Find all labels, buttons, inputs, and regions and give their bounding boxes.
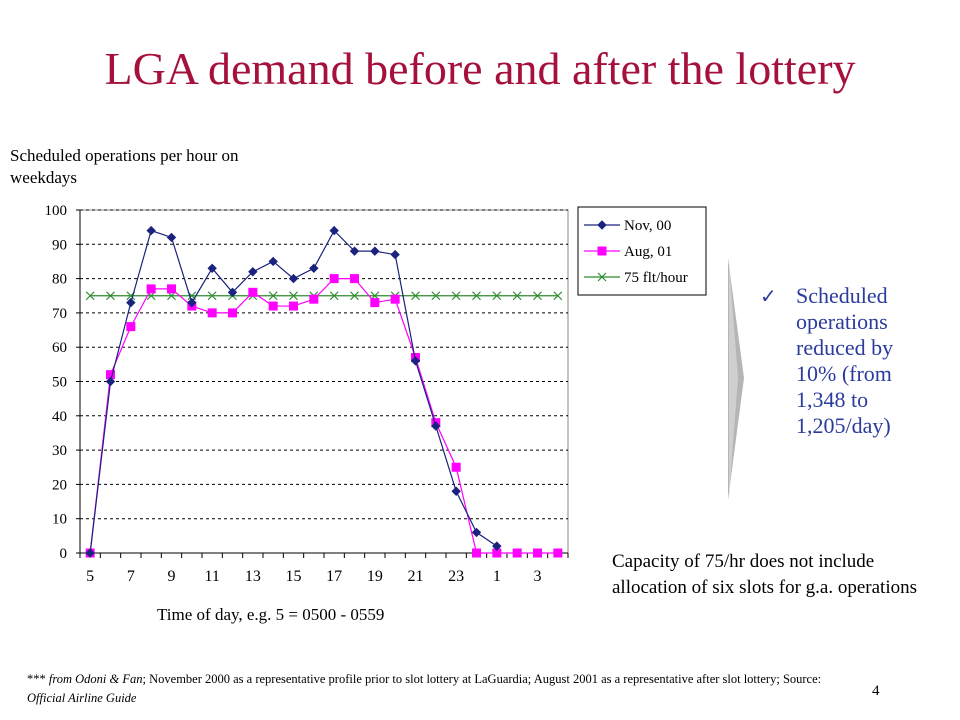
data-point xyxy=(431,291,441,301)
data-point xyxy=(512,291,522,301)
data-point xyxy=(451,462,461,472)
data-point xyxy=(370,298,380,308)
data-point xyxy=(309,263,319,274)
data-point xyxy=(329,225,339,236)
data-point xyxy=(472,548,481,558)
x-tick-label: 1 xyxy=(493,568,501,585)
data-point xyxy=(248,267,258,277)
y-tick-label: 0 xyxy=(60,546,68,562)
data-point xyxy=(410,356,421,366)
legend-entry: Nov, 00 xyxy=(624,218,671,234)
data-point xyxy=(350,291,359,301)
data-point xyxy=(350,274,359,284)
data-point xyxy=(85,548,95,558)
data-point xyxy=(472,291,481,301)
data-point xyxy=(329,291,339,301)
data-point xyxy=(411,291,420,301)
data-point xyxy=(126,297,136,308)
data-point xyxy=(268,291,278,301)
data-point xyxy=(451,291,461,301)
data-point xyxy=(471,527,482,538)
y-tick-label: 60 xyxy=(52,340,67,356)
data-point xyxy=(597,272,607,282)
data-point xyxy=(288,273,299,284)
x-tick-label: 3 xyxy=(534,568,542,585)
y-tick-label: 100 xyxy=(45,203,68,219)
data-point xyxy=(227,287,238,298)
data-point xyxy=(106,291,115,301)
data-point xyxy=(85,291,95,301)
plot-area xyxy=(79,209,569,554)
data-point xyxy=(533,291,542,301)
y-tick-label: 70 xyxy=(52,306,67,322)
data-point xyxy=(289,291,298,301)
summary-bullet: ✓ Scheduled operations reduced by 10% (f… xyxy=(760,283,930,439)
data-point xyxy=(329,274,339,284)
x-tick-label: 13 xyxy=(245,568,261,585)
data-point xyxy=(390,249,400,260)
data-point xyxy=(512,548,522,558)
y-tick-label: 40 xyxy=(52,409,67,425)
data-point xyxy=(492,291,502,301)
x-tick-label: 17 xyxy=(326,568,342,585)
data-point xyxy=(146,225,156,236)
data-point xyxy=(105,376,116,387)
slide-title: LGA demand before and after the lottery xyxy=(104,43,856,94)
x-tick-label: 23 xyxy=(448,568,464,585)
data-point xyxy=(207,308,217,318)
data-point xyxy=(268,301,278,311)
data-point xyxy=(431,421,441,431)
footnote: *** from Odoni & Fan; November 2000 as a… xyxy=(27,672,822,705)
x-tick-label: 9 xyxy=(168,568,176,585)
data-point xyxy=(268,256,278,267)
summary-text: Scheduled operations reduced by 10% (fro… xyxy=(796,283,894,438)
x-tick-label: 7 xyxy=(127,568,135,585)
data-point xyxy=(370,246,380,256)
data-point xyxy=(492,541,502,551)
data-point xyxy=(228,308,237,318)
data-point xyxy=(126,322,136,332)
data-point xyxy=(597,220,607,230)
data-point xyxy=(248,287,258,297)
y-axis-label: Scheduled operations per hour on weekday… xyxy=(10,146,239,187)
legend-entry: 75 flt/hour xyxy=(624,270,688,286)
x-tick-label: 11 xyxy=(204,568,219,585)
y-tick-label: 30 xyxy=(52,443,67,459)
data-point xyxy=(451,486,461,496)
y-tick-label: 90 xyxy=(52,237,67,253)
data-point xyxy=(390,294,400,304)
data-point xyxy=(533,548,542,558)
x-tick-label: 19 xyxy=(367,568,383,585)
x-axis-label: Time of day, e.g. 5 = 0500 - 0559 xyxy=(157,605,385,624)
y-tick-label: 80 xyxy=(52,272,67,288)
y-tick-label: 20 xyxy=(52,477,67,493)
x-tick-label: 5 xyxy=(86,568,94,585)
y-tick-label: 50 xyxy=(52,375,67,391)
y-tick-label: 10 xyxy=(52,512,67,528)
capacity-note: Capacity of 75/hr does not include alloc… xyxy=(612,551,917,598)
page-number: 4 xyxy=(872,683,880,699)
data-point xyxy=(289,301,298,311)
data-point xyxy=(146,284,156,294)
x-tick-label: 21 xyxy=(408,568,424,585)
data-point xyxy=(167,284,176,294)
checkmark-icon: ✓ xyxy=(760,284,777,308)
legend-entry: Aug, 01 xyxy=(624,244,672,260)
data-point xyxy=(349,246,360,256)
data-point xyxy=(166,232,177,243)
data-point xyxy=(309,294,319,304)
data-point xyxy=(553,548,563,558)
x-tick-label: 15 xyxy=(286,568,302,585)
data-point xyxy=(187,297,197,308)
data-point xyxy=(553,291,563,301)
data-point xyxy=(207,263,217,274)
data-point xyxy=(207,291,217,301)
data-point xyxy=(597,246,607,256)
